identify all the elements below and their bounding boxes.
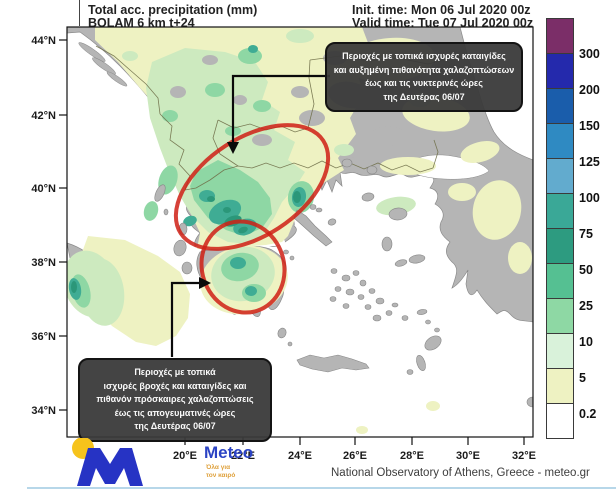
colorbar-label-5: 5 bbox=[579, 371, 586, 385]
colorbar-label-50: 50 bbox=[579, 263, 593, 277]
annotation-line: και αυξημένη πιθανότητα χαλαζοπτώσεων bbox=[333, 64, 515, 75]
colorbar-label-200: 200 bbox=[579, 83, 600, 97]
annotation-line: πιθανόν πρόσκαιρες χαλαζοπτώσεις bbox=[96, 394, 254, 404]
colorbar-swatch-4 bbox=[546, 263, 574, 299]
colorbar-label-75: 75 bbox=[579, 227, 593, 241]
attribution-text: National Observatory of Athens, Greece -… bbox=[331, 467, 590, 479]
footer-divider bbox=[27, 487, 616, 489]
highlight-ellipse-north bbox=[173, 123, 331, 251]
init-time: Init. time: Mon 06 Jul 2020 00z bbox=[352, 3, 531, 17]
annotation-line: της Δευτέρας 06/07 bbox=[134, 421, 216, 431]
lat-label-44n: 44°N bbox=[31, 35, 56, 47]
annotation-line: Περιοχές με τοπικά bbox=[134, 367, 216, 377]
colorbar-swatch-1 bbox=[546, 368, 574, 404]
frame-stub-line bbox=[79, 0, 80, 26]
colorbar-label-125: 125 bbox=[579, 155, 600, 169]
lon-label-32e: 32°E bbox=[512, 450, 536, 462]
logo-tagline-line1: Όλα για bbox=[206, 464, 231, 471]
lon-label-26e: 26°E bbox=[343, 450, 367, 462]
arrow-north-head bbox=[227, 142, 239, 154]
dalmatian-islands bbox=[78, 42, 128, 87]
arrow-south bbox=[170, 281, 202, 357]
lat-label-42n: 42°N bbox=[31, 110, 56, 122]
meteo-logo: Meteo Όλα για τον καιρό bbox=[55, 437, 285, 498]
colorbar-swatch-6 bbox=[546, 193, 574, 229]
saronic-gulf bbox=[280, 242, 294, 252]
lat-label-34n: 34°N bbox=[31, 405, 56, 417]
lat-label-36n: 36°N bbox=[31, 331, 56, 343]
annotation-box-south: Περιοχές με τοπικά ισχυρές βροχές και κα… bbox=[78, 358, 272, 442]
colorbar-swatch-2 bbox=[546, 333, 574, 369]
meteo-logo-mark bbox=[72, 437, 143, 486]
lon-label-22e: 22°E bbox=[231, 450, 255, 462]
annotation-box-north: Περιοχές με τοπικά ισχυρές καταιγίδες κα… bbox=[325, 42, 523, 112]
logo-tagline: Όλα για τον καιρό bbox=[206, 464, 235, 481]
lat-label-40n: 40°N bbox=[31, 183, 56, 195]
islands bbox=[154, 158, 533, 408]
country-borders bbox=[95, 45, 453, 191]
colorbar-swatch-8 bbox=[546, 123, 574, 159]
annotation-arrows bbox=[170, 74, 330, 357]
colorbar-label-0p2: 0.2 bbox=[579, 407, 597, 421]
colorbar-swatch-11 bbox=[546, 18, 574, 54]
colorbar-label-150: 150 bbox=[579, 119, 600, 133]
logo-wordmark: Meteo bbox=[204, 443, 254, 462]
colorbar-label-300: 300 bbox=[579, 47, 600, 61]
annotation-line: έως και τις νυκτερινές ώρες bbox=[365, 78, 483, 88]
lat-label-38n: 38°N bbox=[31, 257, 56, 269]
arrow-south-head bbox=[199, 277, 211, 289]
colorbar-swatch-5 bbox=[546, 228, 574, 264]
colorbar-swatch-9 bbox=[546, 88, 574, 124]
colorbar-swatch-10 bbox=[546, 53, 574, 89]
lon-labels: 20°E 22°E 24°E 26°E 28°E 30°E 32°E bbox=[173, 450, 536, 462]
arrow-north bbox=[231, 74, 330, 143]
lon-label-30e: 30°E bbox=[456, 450, 480, 462]
annotation-line: της Δευτέρας 06/07 bbox=[383, 91, 465, 102]
annotation-line: έως τις απογευματινές ώρες bbox=[114, 407, 236, 418]
map-title: Total acc. precipitation (mm) bbox=[88, 3, 258, 17]
lon-label-20e: 20°E bbox=[173, 450, 197, 462]
annotation-line: Περιοχές με τοπικά ισχυρές καταιγίδες bbox=[342, 51, 506, 61]
colorbar-swatch-0 bbox=[546, 403, 574, 439]
logo-m-icon bbox=[77, 448, 143, 486]
lat-labels: 44°N 42°N 40°N 38°N 36°N 34°N bbox=[31, 35, 56, 417]
lat-axis bbox=[59, 39, 67, 411]
logo-tagline-line2: τον καιρό bbox=[206, 472, 236, 480]
annotation-line: ισχυρές βροχές και καταιγίδες και bbox=[103, 380, 247, 391]
colorbar bbox=[546, 18, 574, 439]
colorbar-swatch-3 bbox=[546, 298, 574, 334]
colorbar-swatch-7 bbox=[546, 158, 574, 194]
lon-label-28e: 28°E bbox=[400, 450, 424, 462]
colorbar-label-10: 10 bbox=[579, 335, 593, 349]
lon-label-24e: 24°E bbox=[288, 450, 312, 462]
colorbar-label-100: 100 bbox=[579, 191, 600, 205]
colorbar-label-25: 25 bbox=[579, 299, 593, 313]
